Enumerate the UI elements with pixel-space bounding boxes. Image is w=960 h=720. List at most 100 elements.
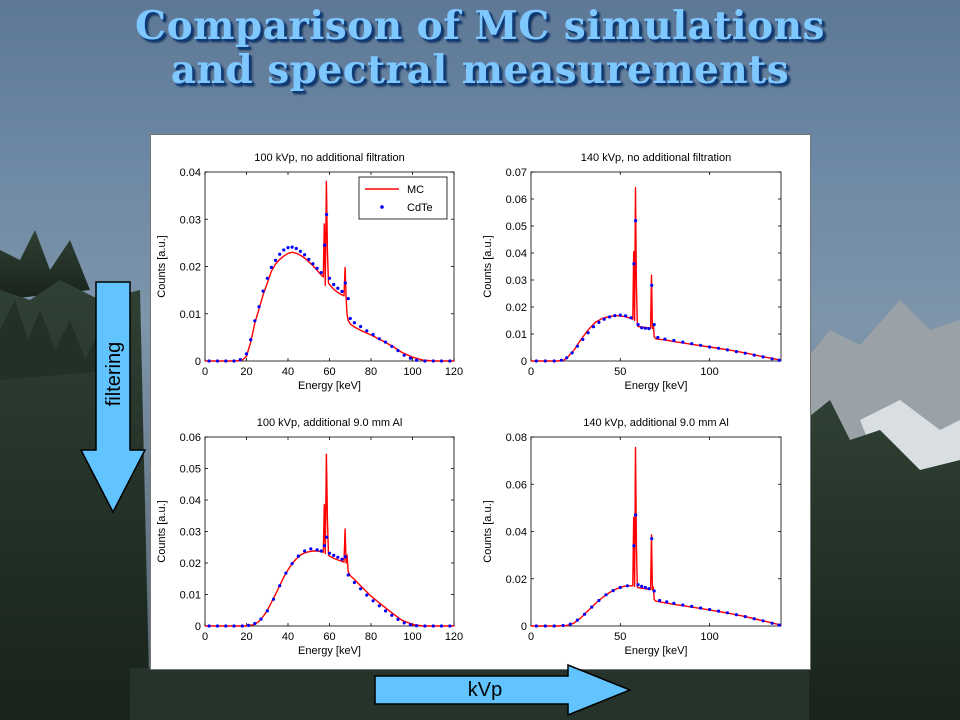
y-tick-label: 0.05 [506,221,527,233]
slide-title-line-1: Comparison of MC simulations [135,3,825,49]
series-point-cdte [647,587,651,591]
series-point-cdte [336,286,340,290]
y-tick-label: 0 [195,621,201,633]
series-point-cdte [396,617,400,621]
series-point-cdte [257,305,261,309]
series-point-cdte [298,249,302,253]
slide-title-line-2: and spectral measurements [170,47,790,93]
legend-box [358,176,448,220]
series-point-cdte [725,348,730,352]
series-point-cdte [408,356,412,360]
series-line-mc [205,180,454,362]
series-point-cdte [611,589,615,593]
series-point-cdte [552,624,556,628]
series-point-cdte [565,356,569,360]
x-axis-label: Energy [keV] [625,645,688,657]
series-point-cdte [240,624,244,628]
y-axis-label: Counts [a.u.] [482,500,494,562]
series-point-cdte [770,357,774,361]
series-point-cdte [315,548,319,552]
chart-title: 140 kVp, no additional filtration [581,152,731,164]
chart-title: 100 kVp, no additional filtration [254,152,404,164]
series-point-cdte [309,547,313,551]
series-point-cdte [575,344,579,348]
x-axis-label: Energy [keV] [625,380,688,392]
y-tick-label: 0.03 [180,214,201,226]
series-point-cdte [271,597,276,601]
series-point-cdte [652,323,656,327]
x-tick-label: 20 [240,366,252,378]
series-point-cdte [327,276,332,280]
x-tick-label: 120 [445,366,463,378]
series-point-cdte [238,358,242,362]
series-point-cdte [559,358,563,362]
series-point-cdte [290,562,294,566]
series-point-cdte [752,353,756,357]
legend-label-mc: MC [407,184,424,196]
series-point-cdte [602,317,606,321]
series-point-cdte [652,589,656,593]
series-point-cdte [408,623,412,627]
x-tick-label: 100 [403,631,421,643]
series-point-cdte [325,212,329,217]
y-tick-label: 0.06 [506,194,527,206]
series-point-cdte [752,617,756,621]
series-point-cdte [658,598,662,603]
series-point-cdte [336,555,340,559]
x-tick-label: 100 [700,631,718,643]
series-point-cdte [247,623,251,627]
series-point-cdte [708,607,712,612]
series-point-cdte [294,246,298,251]
chart-4: 0 50 100 0 0.02 0.04 0.06 0.08 140 kVp, addition… [482,417,782,657]
series-point-cdte [371,599,375,603]
series-point-cdte [604,593,608,597]
series-point-cdte [534,624,538,628]
series-point-cdte [371,332,375,337]
series-point-cdte [303,549,307,553]
series-point-cdte [253,621,257,626]
series-point-cdte [608,315,612,319]
series-point-cdte [278,584,282,588]
x-tick-label: 0 [528,631,534,643]
y-tick-label: 0.03 [180,527,201,539]
slide-title: Comparison of MC simulations and spectra… [0,4,960,92]
series-point-cdte [590,605,594,609]
x-tick-label: 40 [282,366,294,378]
series-point-cdte [625,584,629,588]
series-point-cdte [390,344,394,348]
y-tick-label: 0.02 [506,574,527,586]
series-point-cdte [672,338,676,343]
plot-area [530,171,782,362]
series-point-cdte [448,624,452,628]
legend-swatch-cdte [380,205,384,209]
series-point-cdte [322,243,327,247]
series-point-cdte [439,624,444,628]
series-point-cdte [439,359,444,363]
series-point-cdte [415,624,419,628]
series-point-cdte [708,345,712,349]
x-tick-label: 80 [365,631,377,643]
series-point-cdte [390,613,394,617]
series-point-cdte [307,257,311,261]
series-point-cdte [423,624,427,628]
series-point-cdte [581,337,585,341]
series-point-cdte [265,276,269,280]
y-tick-label: 0.04 [180,167,201,179]
x-axis-label: Energy [keV] [298,380,361,392]
series-point-cdte [663,337,667,341]
series-point-cdte [415,358,419,362]
x-tick-label: 0 [528,366,534,378]
series-point-cdte [597,598,601,603]
series-point-cdte [640,326,644,330]
series-point-cdte [618,313,622,317]
y-tick-label: 0 [195,356,201,368]
series-point-cdte [634,219,638,223]
legend-label-cdte: CdTe [407,202,433,214]
y-tick-label: 0.01 [180,309,201,321]
series-point-cdte [377,337,381,341]
series-point-cdte [402,353,406,357]
series-point-cdte [282,248,286,252]
y-tick-label: 0.07 [506,167,527,179]
series-point-cdte [570,351,574,355]
series-point-cdte [224,359,228,363]
